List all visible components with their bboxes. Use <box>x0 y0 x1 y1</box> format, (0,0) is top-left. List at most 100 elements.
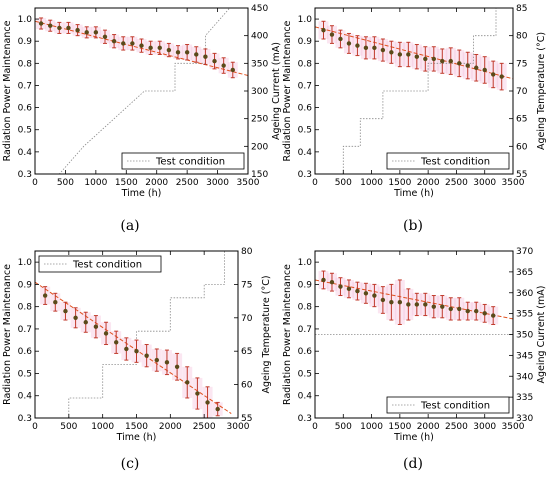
data-point <box>380 47 386 53</box>
data-point <box>157 45 162 51</box>
data-point <box>457 61 462 66</box>
data-point <box>474 65 479 70</box>
x-tick-label: 3000 <box>473 422 496 432</box>
data-point <box>144 353 149 358</box>
y2-tick-label: 450 <box>251 4 268 14</box>
y-axis-label: Radiation Power Maintenance <box>2 264 13 405</box>
data-point <box>130 41 135 46</box>
data-point <box>154 357 159 363</box>
legend-label: Test condition <box>155 157 225 168</box>
data-point <box>63 308 68 314</box>
data-point <box>397 300 403 305</box>
legend-label: Test condition <box>72 260 142 271</box>
data-point <box>66 25 71 31</box>
x-tick-label: 1500 <box>115 178 138 188</box>
x-tick-label: 2000 <box>159 422 182 432</box>
x-tick-label: 2000 <box>417 422 440 432</box>
y-tick-label: 0.9 <box>18 37 33 47</box>
plot-area <box>315 8 513 174</box>
x-tick-label: 2500 <box>176 178 199 188</box>
data-point <box>230 67 235 73</box>
panel-caption: (c) <box>121 456 140 472</box>
data-point <box>93 30 99 35</box>
x-tick-label: 500 <box>60 422 77 432</box>
chart-panel-a: 0 500 1000 1500 2000 2500 3000 3500 0.3 0.4 0.5 0.6… <box>2 4 282 234</box>
data-point <box>124 346 129 352</box>
y-tick-label: 0.4 <box>298 392 313 402</box>
x-tick-label: 1000 <box>360 178 383 188</box>
y2-tick-label: 300 <box>251 87 268 97</box>
y2-tick-label: 70 <box>241 314 253 324</box>
data-point <box>465 63 470 68</box>
legend: Test condition <box>386 152 510 170</box>
data-point <box>338 284 343 289</box>
plot-area <box>315 270 513 335</box>
legend: Test condition <box>121 152 245 170</box>
y2-tick-label: 250 <box>251 115 268 125</box>
panel-caption: (a) <box>120 218 139 234</box>
data-point <box>194 52 199 57</box>
y2-tick-label: 75 <box>516 59 527 69</box>
y-tick-label: 0.9 <box>298 37 313 47</box>
x-tick-label: 3500 <box>502 422 525 432</box>
fit-line <box>315 26 513 80</box>
test-condition-line <box>342 8 497 174</box>
y-tick-label: 0.3 <box>18 414 32 424</box>
legend-box <box>121 152 245 170</box>
legend: Test condition <box>38 255 162 273</box>
data-point <box>372 45 377 51</box>
x-tick-label: 1500 <box>388 178 411 188</box>
data-point <box>355 288 360 294</box>
data-point <box>174 364 180 369</box>
y-tick-label: 0.8 <box>298 59 313 69</box>
y2-tick-label: 340 <box>516 372 533 382</box>
data-point <box>355 43 360 48</box>
data-point <box>448 306 453 312</box>
data-point <box>329 279 335 285</box>
y2-tick-label: 350 <box>251 59 268 69</box>
data-point <box>102 34 108 39</box>
y-tick-label: 0.9 <box>298 280 313 290</box>
y-tick-label: 0.3 <box>298 170 312 180</box>
y-tick-label: 0.8 <box>298 303 313 313</box>
y-tick-label: 0.4 <box>298 148 313 158</box>
data-point <box>389 50 394 55</box>
y-tick-label: 0.6 <box>298 104 313 114</box>
y2-axis-label: Ageing Current (mA) <box>536 286 547 384</box>
data-point <box>431 304 436 309</box>
legend-label: Test condition <box>420 401 490 412</box>
data-point <box>457 306 462 312</box>
x-tick-label: 0 <box>32 422 38 432</box>
x-tick-label: 0 <box>312 178 318 188</box>
data-point <box>203 54 208 59</box>
data-point <box>440 58 445 64</box>
data-point <box>93 324 99 329</box>
data-point <box>363 291 369 296</box>
data-point <box>491 313 496 318</box>
x-tick-label: 1000 <box>84 178 107 188</box>
x-tick-label: 3500 <box>237 178 260 188</box>
data-point <box>346 41 352 46</box>
y2-tick-label: 70 <box>516 87 528 97</box>
y2-tick-label: 400 <box>251 32 268 42</box>
x-tick-label: 3000 <box>473 178 496 188</box>
y2-tick-label: 345 <box>516 351 533 361</box>
data-point <box>121 41 126 46</box>
x-axis-label: Time (h) <box>116 432 157 443</box>
y2-tick-label: 60 <box>241 381 253 391</box>
data-point <box>73 315 78 320</box>
y2-tick-label: 65 <box>241 347 252 357</box>
data-point <box>406 302 411 307</box>
chart-panel-d: 0 500 1000 1500 2000 2500 3000 3500 0.3 0.4 0.5 0.6… <box>282 247 547 472</box>
y-tick-label: 0.8 <box>18 303 33 313</box>
y-tick-label: 0.8 <box>18 59 33 69</box>
data-point <box>114 340 119 345</box>
data-point <box>397 52 403 57</box>
y2-tick-label: 65 <box>516 115 527 125</box>
data-point <box>329 32 335 37</box>
data-point <box>111 39 117 44</box>
y2-tick-label: 55 <box>516 170 527 180</box>
data-point <box>431 56 436 62</box>
x-tick-label: 2500 <box>193 422 216 432</box>
